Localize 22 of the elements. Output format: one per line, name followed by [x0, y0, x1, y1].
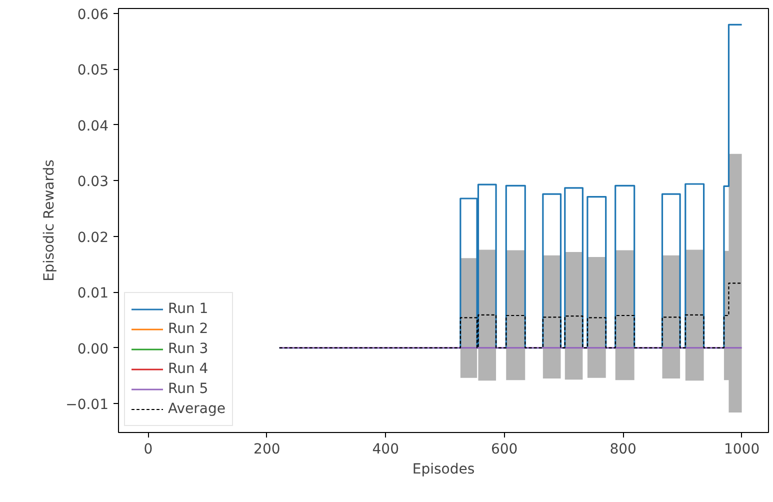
y-tick-label: 0.03: [77, 174, 108, 190]
legend-label: Run 2: [168, 321, 208, 337]
legend-label: Run 4: [168, 361, 208, 377]
legend-label: Average: [168, 401, 226, 417]
x-axis-title: Episodes: [412, 462, 475, 478]
x-tick-label: 0: [144, 442, 153, 458]
x-tick-label: 1000: [724, 442, 760, 458]
x-tick-label: 800: [610, 442, 636, 458]
x-tick-label: 200: [254, 442, 280, 458]
x-tick-label: 400: [372, 442, 399, 458]
y-tick-label: 0.04: [77, 118, 109, 134]
y-tick-label: 0.00: [77, 341, 108, 358]
legend-label: Run 3: [168, 341, 208, 357]
y-tick-label: 0.06: [77, 7, 109, 24]
y-tick-label: 0.05: [77, 62, 108, 79]
y-tick-label: −0.01: [66, 397, 109, 414]
legend-label: Run 5: [168, 381, 208, 397]
legend-label: Run 1: [168, 301, 208, 317]
x-tick-label: 600: [490, 442, 518, 458]
y-tick-label: 0.02: [77, 230, 108, 246]
y-tick-label: 0.01: [77, 286, 108, 302]
y-axis-title: Episodic Rewards: [42, 160, 58, 282]
